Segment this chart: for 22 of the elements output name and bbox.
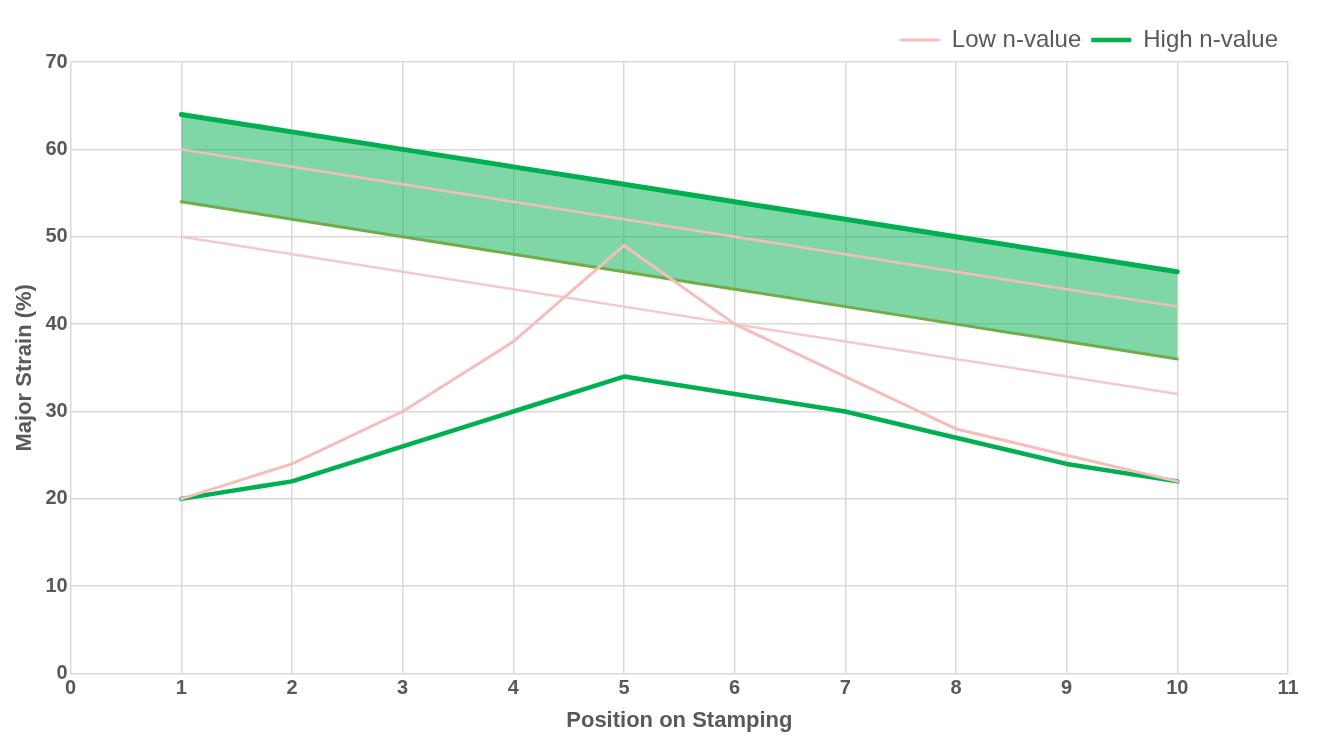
x-tick-label: 5 bbox=[618, 676, 630, 699]
y-tick-label: 30 bbox=[45, 399, 68, 421]
legend-label: Low n-value bbox=[951, 24, 1082, 52]
x-axis-title: Position on Stamping bbox=[566, 706, 793, 732]
y-tick-label: 10 bbox=[45, 573, 68, 596]
x-tick-label: 3 bbox=[397, 676, 409, 699]
legend-label: High n-value bbox=[1143, 24, 1279, 52]
x-tick-label: 4 bbox=[507, 676, 520, 699]
y-tick-label: 60 bbox=[45, 136, 68, 159]
y-tick-label: 50 bbox=[45, 224, 68, 247]
x-tick-label: 9 bbox=[1061, 676, 1073, 699]
x-tick-label: 7 bbox=[839, 676, 851, 699]
x-tick-label: 10 bbox=[1166, 676, 1189, 699]
x-tick-label: 2 bbox=[286, 676, 298, 699]
x-tick-label: 11 bbox=[1277, 676, 1299, 699]
y-tick-label: 20 bbox=[45, 486, 68, 509]
x-tick-label: 1 bbox=[175, 676, 187, 699]
y-tick-label: 70 bbox=[45, 49, 68, 72]
y-axis-title: Major Strain (%) bbox=[11, 284, 37, 452]
x-tick-label: 8 bbox=[950, 676, 962, 699]
y-tick-label: 40 bbox=[45, 311, 68, 334]
x-tick-label: 6 bbox=[729, 676, 741, 699]
